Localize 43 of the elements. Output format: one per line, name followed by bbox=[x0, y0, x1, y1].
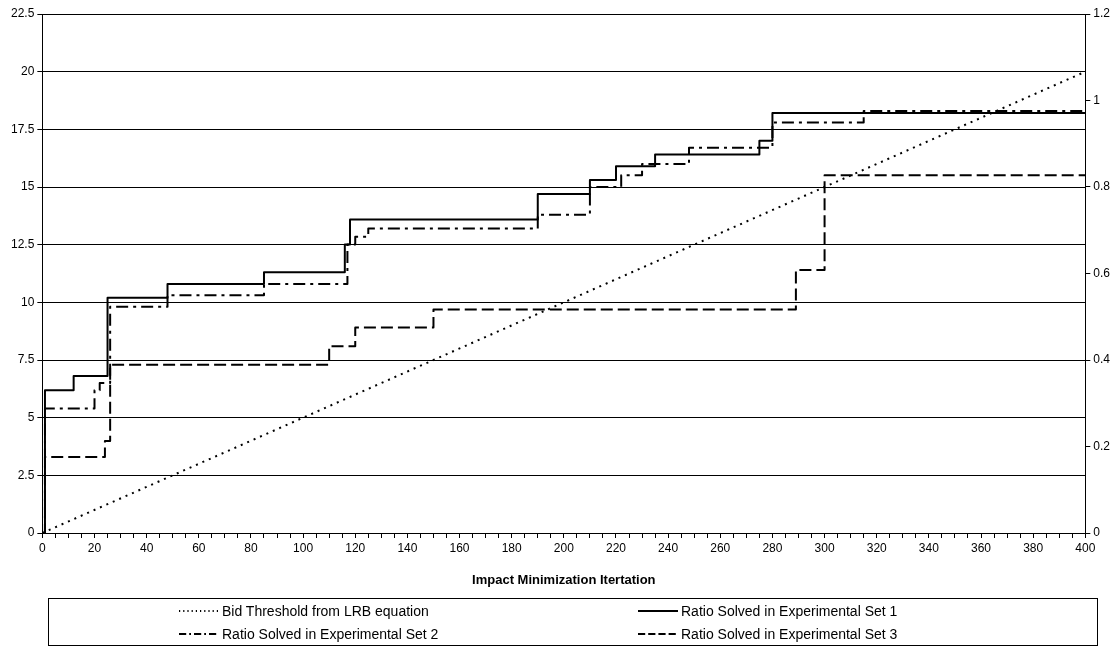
x-tick-label: 60 bbox=[192, 540, 206, 555]
x-tick-label: 100 bbox=[293, 540, 314, 555]
y-tick-label: 7.5 bbox=[17, 352, 35, 367]
x-tick-label: 300 bbox=[814, 540, 835, 555]
x-tick-label: 320 bbox=[866, 540, 888, 555]
y-tick-label: 17.5 bbox=[11, 121, 35, 136]
y2-tick-label: 0.8 bbox=[1093, 179, 1111, 194]
x-tick-label: 120 bbox=[345, 540, 366, 555]
y-tick-label: 12.5 bbox=[11, 236, 35, 251]
x-tick-label: 200 bbox=[553, 540, 575, 555]
x-tick-label: 340 bbox=[918, 540, 940, 555]
x-tick-label: 260 bbox=[710, 540, 731, 555]
y2-tick-label: 0.6 bbox=[1093, 265, 1111, 280]
legend-label: Ratio Solved in Experimental Set 2 bbox=[222, 625, 439, 642]
x-tick-label: 360 bbox=[971, 540, 992, 555]
x-axis-title: Impact Minimization Itertation bbox=[472, 571, 656, 587]
x-tick-label: 240 bbox=[658, 540, 679, 555]
y-tick-label: 2.5 bbox=[17, 467, 35, 482]
x-tick-label: 380 bbox=[1023, 540, 1044, 555]
x-tick-label: 400 bbox=[1075, 540, 1096, 555]
x-tick-label: 160 bbox=[449, 540, 470, 555]
y2-tick-label: 0 bbox=[1093, 525, 1101, 540]
x-tick-label: 180 bbox=[501, 540, 523, 555]
y-tick-label: 0 bbox=[27, 525, 35, 540]
x-tick-label: 140 bbox=[397, 540, 418, 555]
x-tick-label: 280 bbox=[762, 540, 783, 555]
y2-tick-label: 1 bbox=[1093, 92, 1101, 107]
x-tick-label: 40 bbox=[139, 540, 154, 555]
x-tick-label: 20 bbox=[87, 540, 102, 555]
y-tick-label: 20 bbox=[21, 63, 35, 78]
legend-label: Ratio Solved in Experimental Set 3 bbox=[681, 625, 898, 642]
y-tick-label: 10 bbox=[21, 294, 35, 309]
y2-tick-label: 0.2 bbox=[1093, 438, 1111, 453]
legend-label: Ratio Solved in Experimental Set 1 bbox=[681, 602, 898, 619]
y-tick-label: 22.5 bbox=[11, 6, 35, 21]
y-tick-label: 5 bbox=[27, 409, 35, 424]
legend-label: Bid Threshold from LRB equation bbox=[222, 602, 429, 619]
y2-tick-label: 1.2 bbox=[1093, 6, 1111, 21]
y-tick-label: 15 bbox=[21, 179, 35, 194]
x-tick-label: 220 bbox=[605, 540, 627, 555]
x-tick-label: 0 bbox=[39, 540, 47, 555]
x-tick-label: 80 bbox=[244, 540, 258, 555]
y2-tick-label: 0.4 bbox=[1093, 352, 1111, 367]
